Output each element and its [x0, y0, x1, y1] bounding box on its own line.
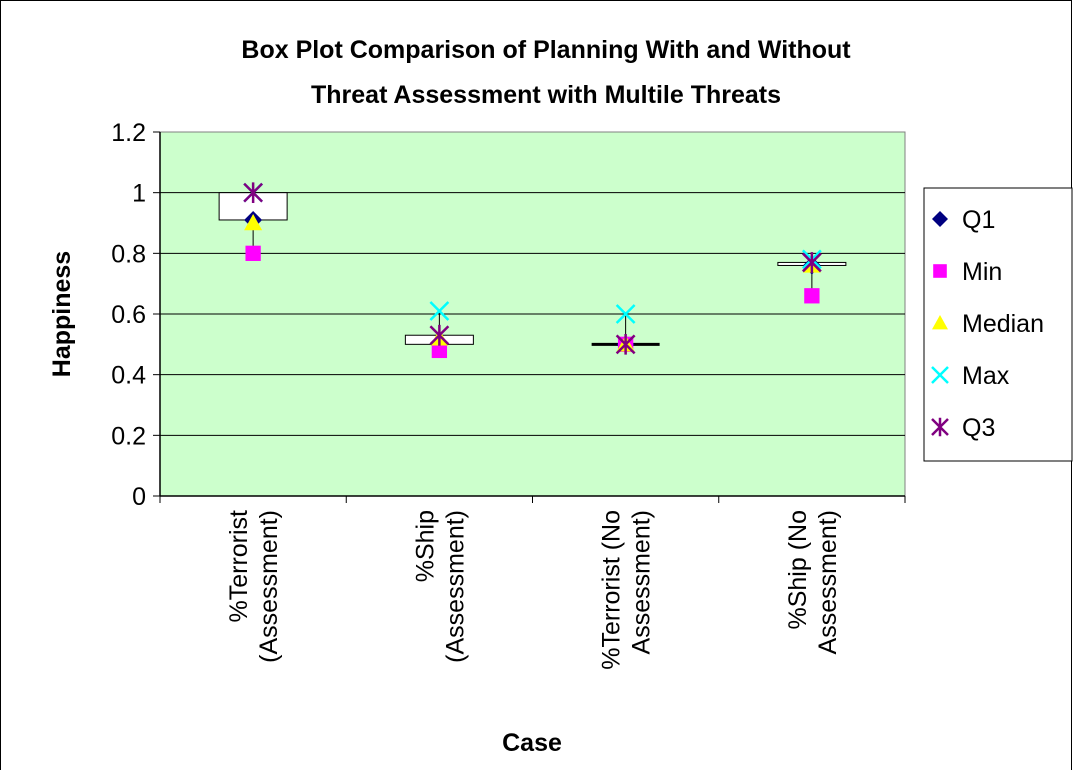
legend-marker-q1 [932, 211, 948, 227]
x-tick-label: %Terrorist [225, 510, 253, 623]
marker-median [244, 214, 263, 231]
data-markers [243, 182, 822, 359]
y-axis-label: Happiness [48, 251, 76, 377]
legend-marker-min [933, 264, 947, 278]
marker-q3 [243, 182, 264, 204]
legend-label: Q1 [962, 206, 995, 234]
x-tick-label: Assessment) [628, 510, 656, 654]
y-tick-label: 0.4 [111, 362, 146, 390]
legend-label: Q3 [962, 414, 995, 442]
y-tick-label: 0.8 [111, 240, 146, 268]
x-tick-label: (Assessment) [441, 510, 469, 663]
y-tick-label: 0 [132, 483, 146, 511]
x-tick-label: Assessment) [814, 510, 842, 654]
legend-label: Max [962, 362, 1010, 390]
marker-q3 [801, 252, 822, 273]
marker-min [245, 245, 261, 261]
marker-q3 [615, 333, 636, 355]
axes [153, 131, 906, 503]
legend-marker-max [931, 366, 949, 384]
marker-min [431, 342, 448, 359]
x-tick-labels: %Terrorist (Assessment) %Ship (Assessment)%… [225, 510, 842, 670]
legend-label: Min [962, 258, 1002, 286]
legend-marker-q3 [931, 417, 949, 437]
y-tick-label: 0.2 [111, 422, 146, 450]
legend-marker-median [932, 315, 948, 330]
marker-min [804, 288, 820, 304]
legend: Q1 Min Median Max Q3 [923, 187, 1073, 462]
legend-label: Median [962, 310, 1044, 338]
x-tick-label: %Ship (No [784, 510, 812, 630]
chart-title-line-1: Box Plot Comparison of Planning With and… [241, 36, 851, 64]
y-tick-labels: 0 0.2 0.4 0.6 0.8 1 1.2 [111, 119, 146, 511]
legend-box [923, 187, 1073, 462]
marker-max [429, 301, 450, 321]
y-tick-label: 0.6 [111, 301, 146, 329]
x-tick-label: %Ship [411, 510, 439, 582]
marker-max [615, 304, 636, 324]
y-tick-label: 1.2 [111, 119, 146, 147]
marker-q3 [429, 324, 450, 346]
x-axis-label: Case [502, 729, 562, 757]
x-tick-label: %Terrorist (No [598, 510, 626, 670]
chart-title-line-2: Threat Assessment with Multile Threats [311, 81, 781, 109]
y-tick-label: 1 [132, 180, 146, 208]
x-tick-label: (Assessment) [255, 510, 283, 663]
